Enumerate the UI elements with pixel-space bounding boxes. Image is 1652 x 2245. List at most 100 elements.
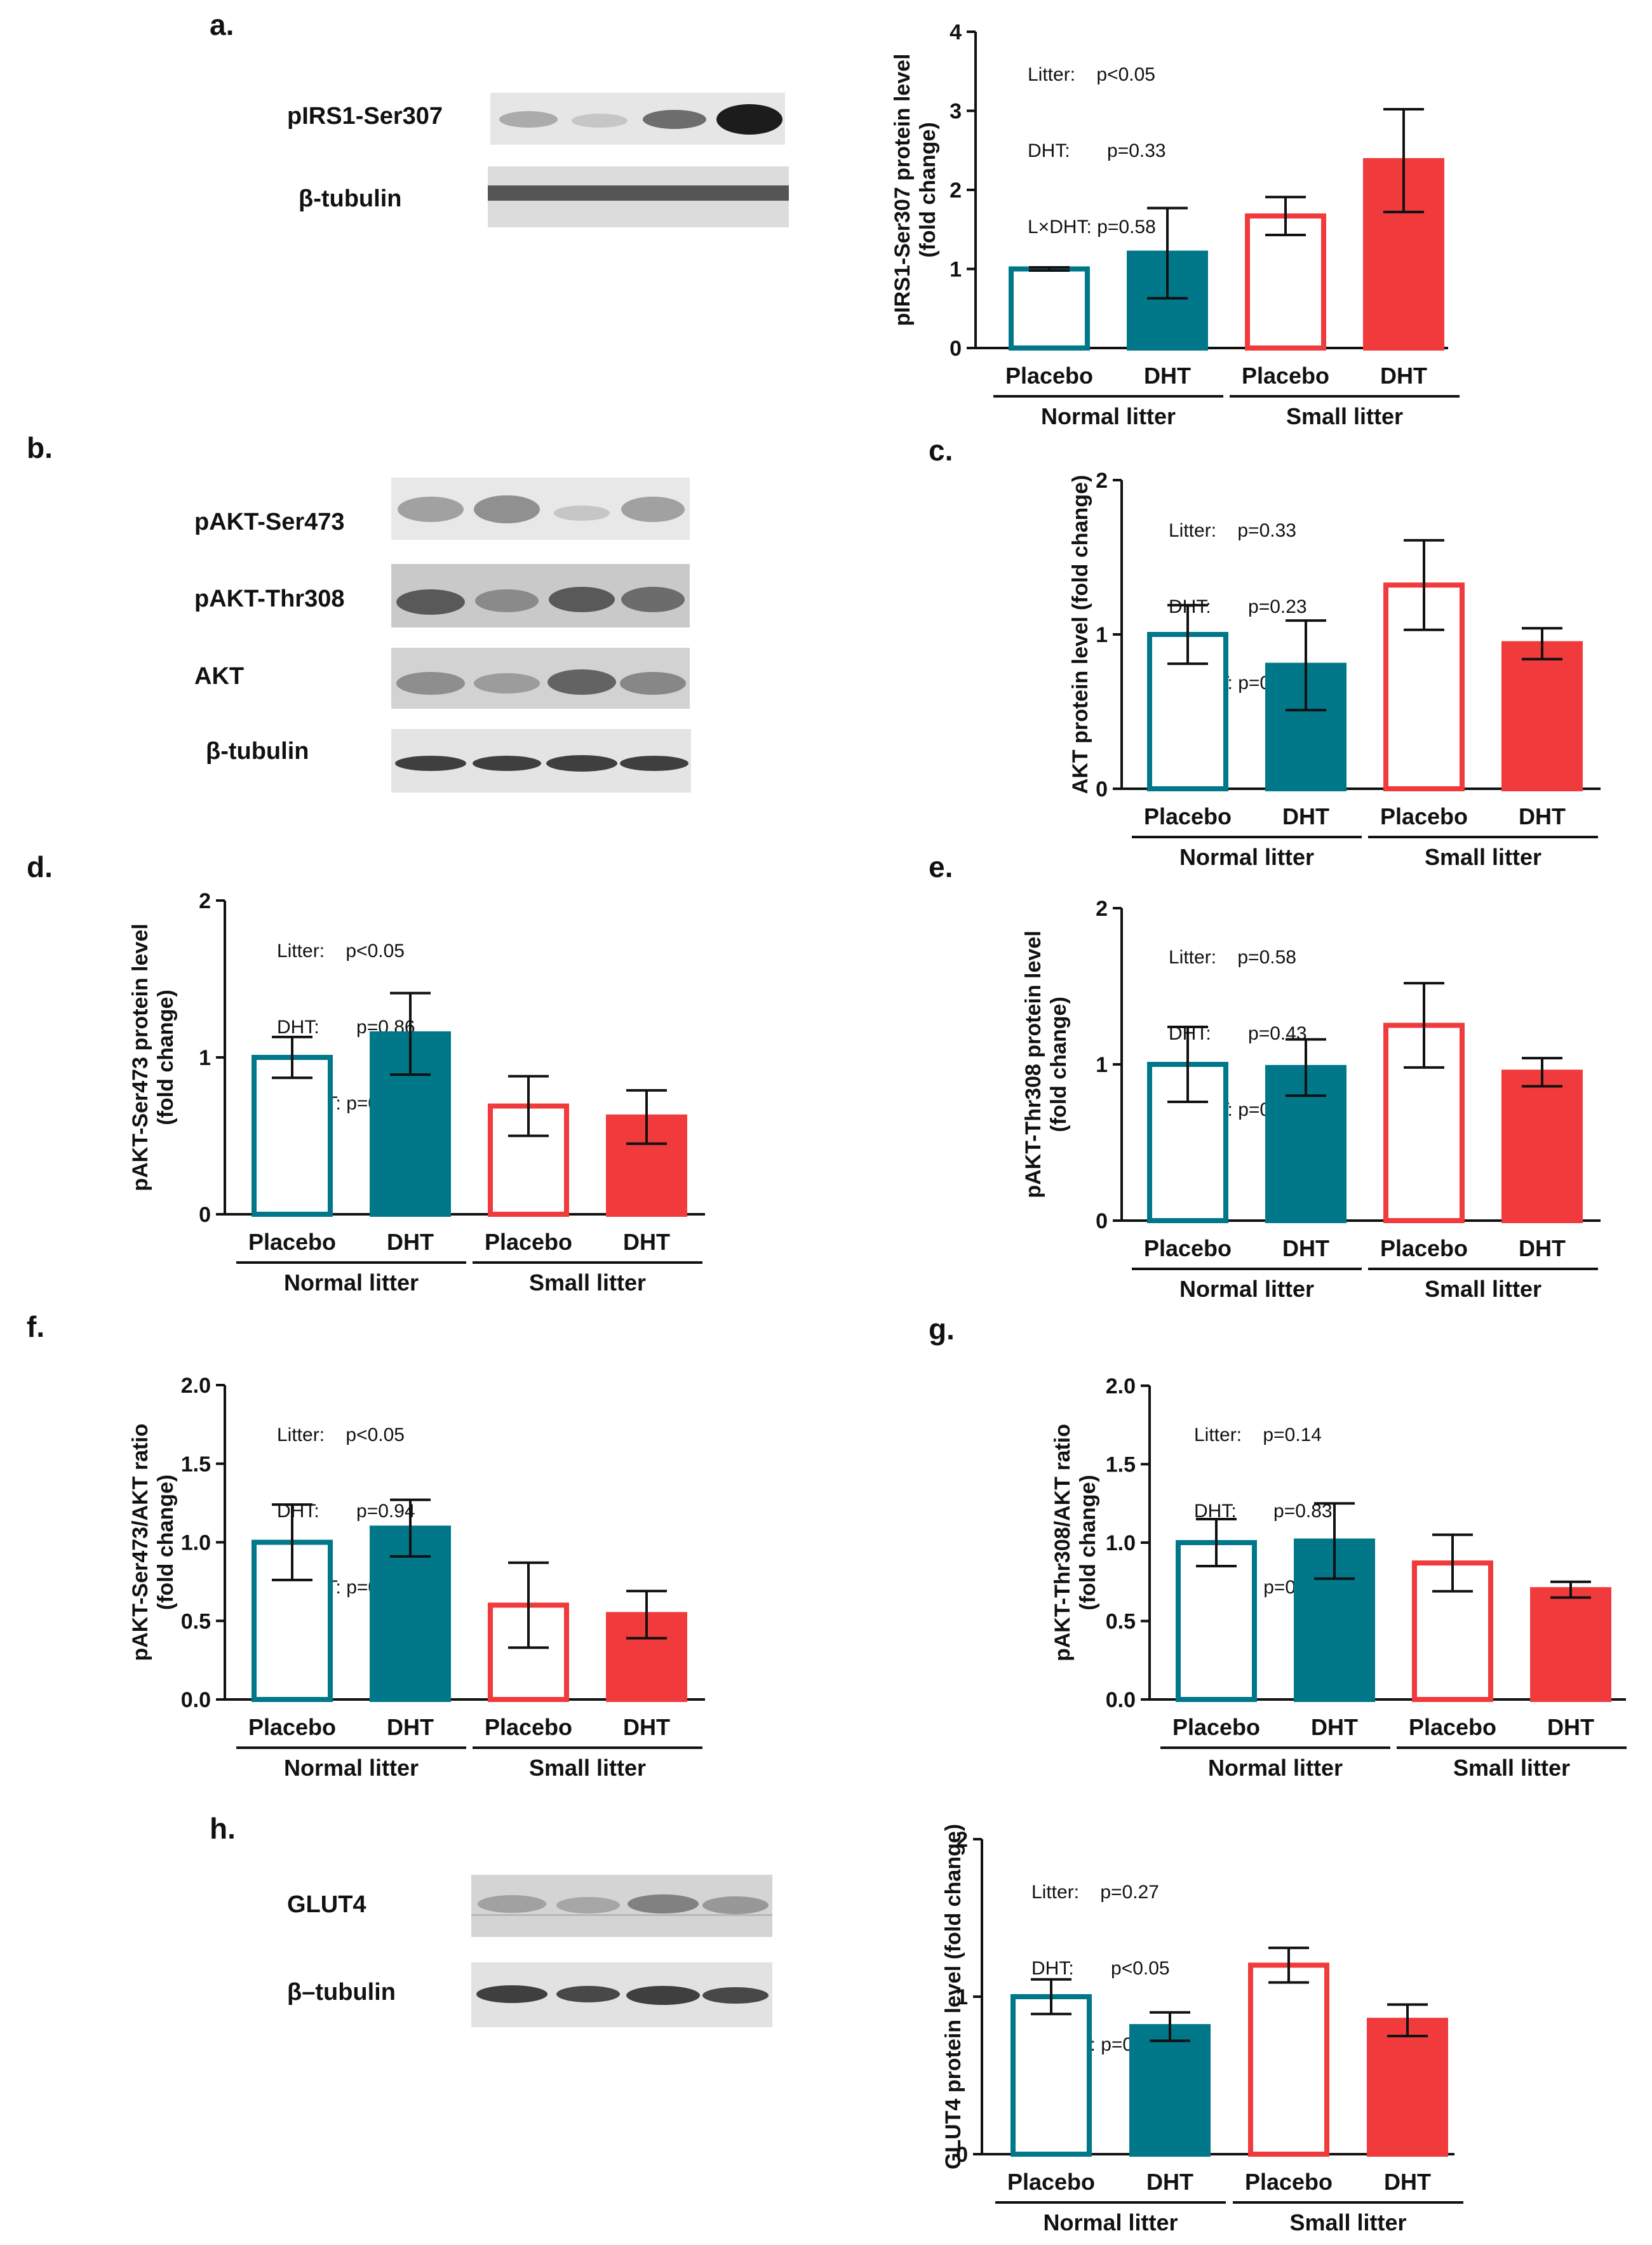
y-axis-label: (fold change): [1047, 996, 1071, 1132]
y-axis-label: (fold change): [1076, 1475, 1100, 1610]
bar-normal-placebo: [1009, 266, 1090, 351]
western-blot-image: [471, 1875, 772, 1937]
bar-normal-dht: [1129, 2024, 1211, 2157]
bar-normal-placebo: [252, 1055, 333, 1217]
blot-strip-akt: [391, 648, 690, 709]
x-category-label: Placebo: [1172, 1714, 1260, 1740]
stats-line: DHT: p=0.33: [1028, 140, 1166, 161]
blot-strip-tubulin-b: [391, 729, 691, 793]
stats-line: DHT: p=0.23: [1169, 596, 1307, 617]
y-tick-label: 1.5: [1106, 1453, 1136, 1477]
group-label: Normal litter: [1043, 2209, 1178, 2235]
stats-line: Litter: p<0.05: [277, 941, 405, 962]
stats-line: Litter: p=0.27: [1031, 1882, 1159, 1903]
western-blot-image: [391, 648, 690, 709]
stats-line: Litter: p<0.05: [277, 1424, 405, 1445]
blot-label-pakt-thr308: pAKT-Thr308: [194, 586, 345, 612]
x-category-label: DHT: [387, 1229, 434, 1255]
x-category-label: Placebo: [1409, 1714, 1496, 1740]
x-category-label: DHT: [1282, 803, 1329, 829]
panel-label-h: h.: [210, 1812, 236, 1845]
y-tick-label: 1.0: [181, 1531, 211, 1555]
x-category-label: Placebo: [1245, 2169, 1333, 2195]
x-category-label: Placebo: [1242, 363, 1329, 389]
y-tick-label: 1.0: [1106, 1531, 1136, 1555]
chart-e: 0 1 2 Placebo DHT Placebo DHT Normal litter Smal…: [1021, 897, 1601, 1302]
y-tick-label: 2: [1096, 897, 1108, 921]
blot-strip-pirs1: [490, 93, 785, 145]
chart-c: 0 1 2 Placebo DHT Placebo DHT Normal litter Smal…: [1068, 469, 1601, 870]
y-tick-label: 0.5: [1106, 1610, 1136, 1634]
group-label: Small litter: [1453, 1755, 1570, 1781]
chart-h: 0 1 2 Placebo DHT Placebo DHT Normal litter Smal…: [941, 1824, 1463, 2235]
x-category-label: DHT: [1384, 2169, 1431, 2195]
x-category-label: Placebo: [485, 1714, 572, 1740]
y-tick-label: 2: [1096, 469, 1108, 493]
y-tick-label: 4: [950, 20, 962, 44]
chart-a: 0 1 2 3 4 Placebo DHT Placebo DHT Normal litter Sm…: [890, 20, 1460, 429]
group-label: Small litter: [529, 1270, 646, 1296]
blot-label-glut4: GLUT4: [287, 1891, 366, 1918]
x-category-label: DHT: [1282, 1235, 1329, 1261]
western-blot-image: [391, 729, 691, 793]
y-tick-label: 0: [950, 337, 962, 361]
blot-label-tubulin-h: β–tubulin: [287, 1979, 396, 2006]
panel-label-a: a.: [210, 8, 234, 41]
western-blot-image: [391, 478, 690, 540]
blot-label-akt: AKT: [194, 663, 245, 690]
chart-d: 0 1 2 Placebo DHT Placebo DHT Normal litter Smal…: [128, 889, 705, 1296]
blot-label-pirs1: pIRS1-Ser307: [287, 103, 443, 130]
y-tick-label: 1: [199, 1046, 211, 1070]
stats-line: Litter: p=0.14: [1194, 1424, 1322, 1445]
group-label: Normal litter: [284, 1755, 419, 1781]
y-axis-label: (fold change): [154, 989, 178, 1125]
y-tick-label: 0: [199, 1203, 211, 1227]
panel-label-g: g.: [929, 1313, 955, 1346]
y-axis-label: pAKT-Ser473 protein level: [128, 923, 152, 1191]
bar-small-placebo: [1248, 1962, 1329, 2157]
western-blot-image: [471, 1962, 772, 2027]
group-label: Small litter: [529, 1755, 646, 1781]
x-category-label: DHT: [387, 1714, 434, 1740]
x-category-label: Placebo: [1144, 1235, 1232, 1261]
y-tick-label: 0: [1096, 777, 1108, 801]
group-label: Normal litter: [1041, 403, 1176, 429]
blot-strip-pakt-thr308: [391, 564, 690, 627]
stats-line: L×DHT: p=0.58: [1028, 217, 1156, 238]
y-tick-label: 3: [950, 100, 962, 124]
group-label: Small litter: [1286, 403, 1403, 429]
western-blot-image: [490, 93, 785, 145]
x-category-label: DHT: [623, 1229, 670, 1255]
y-tick-label: 1: [950, 258, 962, 282]
panel-label-e: e.: [929, 850, 953, 883]
blot-label-tubulin-b: β-tubulin: [206, 738, 309, 765]
blot-label-tubulin-a: β-tubulin: [299, 185, 402, 212]
stats-text-f: Litter: p<0.05 DHT: p=0.94 L×DHT: p=0.72: [277, 1372, 415, 1626]
stats-line: DHT: p<0.05: [1031, 1958, 1170, 1979]
stats-line: Litter: p<0.05: [1028, 64, 1155, 85]
stats-line: Litter: p=0.58: [1169, 947, 1296, 968]
x-category-label: Placebo: [248, 1229, 336, 1255]
y-axis-label: GLUT4 protein level (fold change): [941, 1824, 965, 2169]
western-blot-image: [488, 166, 789, 227]
x-category-label: Placebo: [248, 1714, 336, 1740]
y-tick-label: 1: [1096, 1053, 1108, 1077]
y-axis-label: pAKT-Ser473/AKT ratio: [128, 1423, 152, 1661]
panel-label-b: b.: [27, 431, 53, 464]
x-category-label: DHT: [1519, 803, 1566, 829]
blot-strip-tubulin-a: [488, 166, 789, 227]
bar-small-placebo: [488, 1602, 569, 1702]
y-tick-label: 0: [1096, 1209, 1108, 1233]
x-category-label: DHT: [1144, 363, 1191, 389]
x-category-label: Placebo: [1005, 363, 1093, 389]
y-tick-label: 1: [1096, 623, 1108, 647]
y-axis-label: pAKT-Thr308/AKT ratio: [1051, 1424, 1075, 1661]
x-category-label: Placebo: [1007, 2169, 1095, 2195]
blot-strip-tubulin-h: [471, 1962, 772, 2027]
panel-label-c: c.: [929, 434, 953, 467]
x-category-label: DHT: [623, 1714, 670, 1740]
x-category-label: DHT: [1519, 1235, 1566, 1261]
y-axis-label: pIRS1-Ser307 protein level: [890, 54, 915, 326]
chart-g: 0.0 0.5 1.0 1.5 2.0 Placebo DHT Placebo DHT Norma…: [1051, 1374, 1627, 1781]
